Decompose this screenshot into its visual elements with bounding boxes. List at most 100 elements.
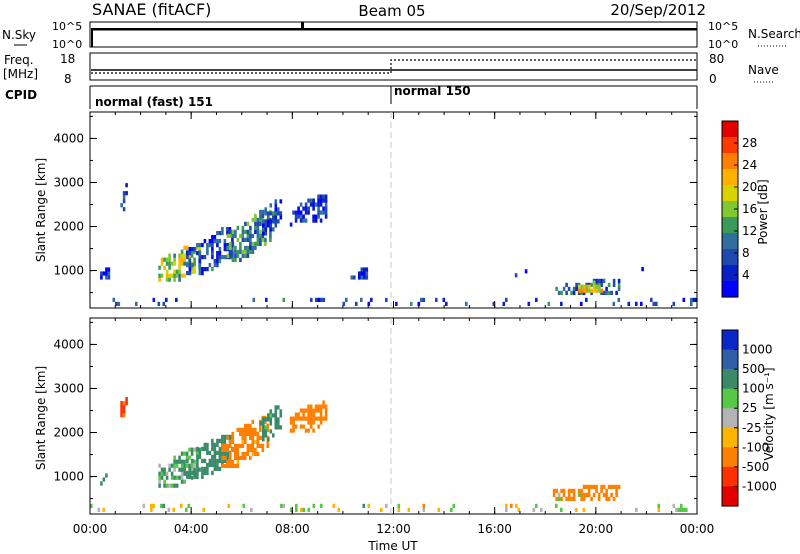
data-cell <box>234 447 237 452</box>
data-cell <box>241 435 245 440</box>
data-cell <box>417 301 421 306</box>
data-cell <box>582 492 586 497</box>
data-cell <box>120 409 123 414</box>
data-cell <box>324 206 328 211</box>
data-cell <box>337 507 341 512</box>
data-cell <box>198 255 202 260</box>
data-cell <box>193 261 196 266</box>
data-cell <box>324 210 328 215</box>
data-cell <box>267 219 270 224</box>
data-cell <box>239 245 242 250</box>
data-cell <box>587 492 591 497</box>
data-cell <box>185 245 189 250</box>
colorbar-tick-label: -25 <box>742 421 762 435</box>
data-cell <box>319 416 323 421</box>
data-cell <box>264 237 267 242</box>
data-cell <box>251 419 255 424</box>
data-cell <box>193 247 197 252</box>
data-cell <box>234 455 237 460</box>
data-cell <box>216 458 219 463</box>
data-cell <box>442 297 446 302</box>
data-cell <box>360 297 363 302</box>
data-cell <box>299 424 303 429</box>
data-cell <box>575 507 578 512</box>
freq-label: Freq. <box>4 53 34 67</box>
data-cell <box>175 483 179 488</box>
data-cell <box>322 210 325 215</box>
velocity-colorbar-label: Velocity [m s⁻¹] <box>762 367 776 460</box>
data-cell <box>180 467 184 472</box>
data-cell <box>309 408 313 413</box>
data-cell <box>226 243 229 248</box>
data-cell <box>236 447 240 452</box>
nsearch-label: N.Search <box>748 27 800 41</box>
data-cell <box>600 288 604 293</box>
data-cell <box>183 479 186 484</box>
data-cell <box>256 451 260 456</box>
data-cell <box>262 429 265 434</box>
data-cell <box>186 255 189 260</box>
data-cell <box>259 217 262 222</box>
data-cell <box>244 435 247 440</box>
x-tick-label: 00:00 <box>73 522 108 536</box>
data-cell <box>682 297 686 302</box>
data-cell <box>180 471 184 476</box>
data-cell <box>241 443 245 448</box>
data-cell <box>178 261 181 266</box>
data-cell <box>244 237 247 242</box>
data-cell <box>183 273 186 278</box>
data-cell <box>380 507 383 512</box>
data-cell <box>221 455 225 460</box>
data-cell <box>570 488 573 493</box>
data-cell <box>178 459 181 464</box>
data-cell <box>107 267 111 272</box>
data-cell <box>201 470 204 475</box>
data-cell <box>188 253 191 258</box>
data-cell <box>165 471 169 476</box>
data-cell <box>190 447 194 452</box>
data-cell <box>206 450 209 455</box>
data-cell <box>246 253 250 258</box>
data-cell <box>410 301 413 306</box>
data-cell <box>360 275 364 280</box>
data-cell <box>198 271 202 276</box>
x-axis-label: Time UT <box>367 539 418 553</box>
data-cell <box>324 198 328 203</box>
data-cell <box>532 507 536 512</box>
data-cell <box>213 462 217 467</box>
data-cell <box>677 507 681 512</box>
data-cell <box>578 288 581 293</box>
x-tick-label: 12:00 <box>376 522 411 536</box>
freq-tick-bottom: 8 <box>64 72 72 86</box>
data-cell <box>226 231 229 236</box>
data-cell <box>560 290 563 295</box>
data-cell <box>160 471 164 476</box>
data-cell <box>254 229 257 234</box>
data-cell <box>228 255 232 260</box>
data-cell <box>314 218 318 223</box>
data-cell <box>314 416 318 421</box>
data-cell <box>274 405 278 410</box>
data-cell <box>249 229 252 234</box>
data-cell <box>216 450 219 455</box>
data-cell <box>221 463 225 468</box>
y-tick-label: 1000 <box>53 470 84 484</box>
data-cell <box>188 470 192 475</box>
data-cell <box>249 241 252 246</box>
data-cell <box>195 451 199 456</box>
data-cell <box>324 412 328 417</box>
data-cell <box>435 297 438 302</box>
data-cell <box>353 275 356 280</box>
data-cell <box>362 503 366 508</box>
data-cell <box>254 439 257 444</box>
x-tick-label: 00:00 <box>680 522 715 536</box>
data-cell <box>190 265 194 270</box>
data-cell <box>173 261 176 266</box>
data-cell <box>254 431 257 436</box>
data-cell <box>307 412 310 417</box>
data-cell <box>582 484 586 489</box>
data-cell <box>186 263 189 268</box>
data-cell <box>165 257 169 262</box>
data-cell <box>280 503 283 508</box>
data-cell <box>612 484 616 489</box>
